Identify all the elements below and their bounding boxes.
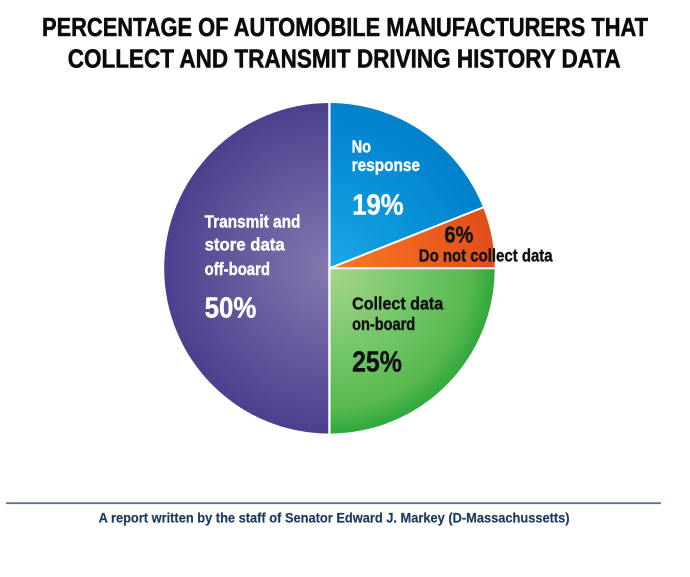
svg-text:19%: 19% <box>352 189 404 221</box>
svg-text:off-board: off-board <box>205 259 270 279</box>
svg-text:6%: 6% <box>444 221 473 247</box>
svg-text:COLLECT AND TRANSMIT DRIVING H: COLLECT AND TRANSMIT DRIVING HISTORY DAT… <box>68 43 621 73</box>
svg-text:50%: 50% <box>205 293 257 325</box>
svg-text:Transmit and: Transmit and <box>205 211 301 231</box>
svg-text:on-board: on-board <box>352 314 415 334</box>
svg-text:Do not collect data: Do not collect data <box>419 245 553 265</box>
svg-text:A report written by the staff: A report written by the staff of Senator… <box>99 509 570 525</box>
svg-text:No: No <box>352 137 371 157</box>
svg-text:store data: store data <box>205 235 285 255</box>
svg-text:response: response <box>352 155 421 175</box>
svg-text:PERCENTAGE OF AUTOMOBILE MANUF: PERCENTAGE OF AUTOMOBILE MANUFACTURERS T… <box>42 12 648 42</box>
svg-text:Collect data: Collect data <box>352 294 443 314</box>
svg-text:25%: 25% <box>352 347 402 379</box>
